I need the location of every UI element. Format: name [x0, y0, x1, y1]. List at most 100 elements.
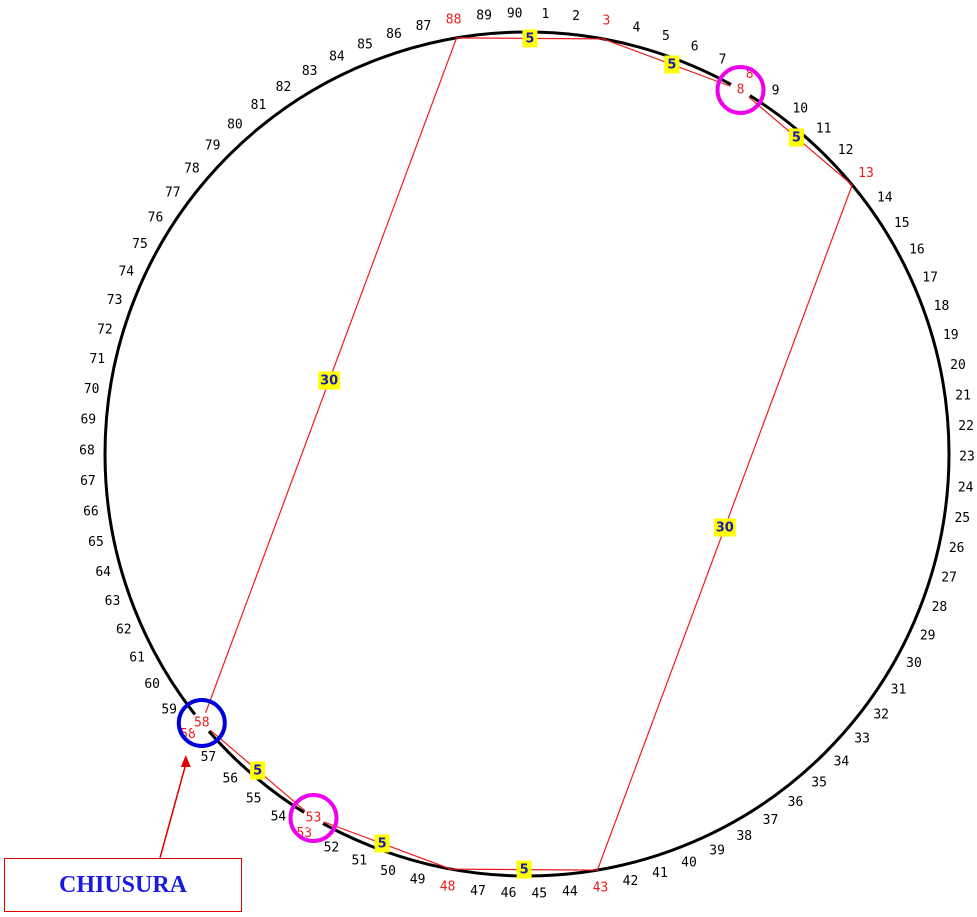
circle-marker-53: [288, 793, 339, 843]
wheel-number-52: 52: [324, 841, 340, 856]
wheel-number-56: 56: [222, 771, 238, 786]
distance-badge-value: 30: [320, 374, 338, 389]
wheel-number-62: 62: [116, 623, 132, 638]
wheel-number-12: 12: [838, 143, 854, 158]
callout-arrow-shaft: [159, 763, 187, 859]
wheel-number-33: 33: [854, 732, 870, 747]
wheel-number-30: 30: [906, 656, 922, 671]
wheel-number-23: 23: [959, 450, 975, 465]
wheel-number-28: 28: [932, 600, 948, 615]
wheel-number-77: 77: [165, 185, 181, 200]
wheel-number-7: 7: [719, 52, 727, 67]
wheel-number-16: 16: [909, 243, 925, 258]
wheel-number-3: 3: [602, 14, 610, 29]
wheel-number-34: 34: [834, 754, 850, 769]
wheel-number-80: 80: [227, 118, 243, 133]
circle-marker-bg: [302, 807, 325, 829]
wheel-number-68: 68: [79, 443, 95, 458]
wheel-ring: [103, 30, 951, 878]
wheel-number-20: 20: [950, 358, 966, 373]
wheel-number-15: 15: [894, 216, 910, 231]
wheel-number-37: 37: [763, 813, 779, 828]
callout-box: CHIUSURA: [4, 858, 242, 912]
wheel-number-70: 70: [84, 382, 100, 397]
wheel-number-9: 9: [772, 84, 780, 99]
wheel-number-10: 10: [792, 102, 808, 117]
distance-badge-bg: [713, 518, 736, 537]
wheel-number-11: 11: [816, 122, 832, 137]
wheel-number-51: 51: [351, 853, 367, 868]
wheel-number-43: 43: [593, 880, 609, 895]
wheel-number-31: 31: [891, 682, 907, 697]
wheel-number-74: 74: [118, 265, 134, 280]
wheel-number-24: 24: [958, 480, 974, 495]
circled-number-8: 8: [737, 83, 745, 98]
circle-marker-bg: [729, 79, 752, 101]
wheel-number-60: 60: [144, 677, 160, 692]
distance-badge: 5: [664, 55, 680, 74]
circle-marker-58: [176, 698, 227, 748]
wheel-number-2: 2: [572, 9, 580, 24]
distance-badge-value: 5: [520, 863, 529, 878]
distance-badge-bg: [788, 128, 804, 147]
wheel-number-19: 19: [943, 328, 959, 343]
wheel-number-42: 42: [623, 874, 639, 889]
wheel-number-79: 79: [205, 139, 221, 154]
distance-badge-value: 5: [525, 31, 534, 46]
wheel-number-81: 81: [251, 98, 267, 113]
wheel-number-61: 61: [129, 650, 145, 665]
wheel-number-4: 4: [632, 20, 640, 35]
distance-badge-bg: [250, 761, 266, 780]
callout-arrow-head: [180, 755, 191, 767]
circled-number-58: 58: [194, 716, 210, 731]
wheel-number-64: 64: [95, 565, 111, 580]
wheel-number-18: 18: [934, 299, 950, 314]
wheel-number-82: 82: [276, 80, 292, 95]
distance-badge-bg: [318, 371, 341, 390]
wheel-number-54: 54: [271, 810, 287, 825]
distance-badge-bg: [664, 55, 680, 74]
wheel-number-48: 48: [440, 879, 456, 894]
wheel-number-63: 63: [105, 594, 121, 609]
wheel-number-88: 88: [446, 13, 462, 28]
wheel-number-84: 84: [329, 50, 345, 65]
wheel-number-22: 22: [958, 419, 974, 434]
wheel-number-44: 44: [562, 884, 578, 899]
distance-badge: 30: [713, 518, 736, 537]
distance-badge-value: 30: [716, 521, 734, 536]
wheel-number-5: 5: [662, 29, 670, 44]
distance-badge-value: 5: [667, 58, 676, 73]
callout-arrow: [159, 755, 191, 859]
distance-badge-value: 5: [253, 764, 262, 779]
wheel-number-39: 39: [709, 843, 725, 858]
wheel-number-49: 49: [410, 873, 426, 888]
wheel-numbers: 1 2 3 4567891011121314151617181920212223242…: [79, 7, 975, 902]
wheel-number-47: 47: [470, 884, 486, 899]
wheel-number-13: 13: [858, 166, 874, 181]
wheel-number-32: 32: [873, 708, 889, 723]
wheel-number-27: 27: [941, 571, 957, 586]
wheel-number-8: 8: [746, 67, 754, 82]
wheel-number-29: 29: [920, 628, 936, 643]
path-line: [201, 37, 853, 871]
wheel-number-76: 76: [148, 211, 164, 226]
wheel-number-21: 21: [955, 388, 971, 403]
wheel-number-6: 6: [691, 40, 699, 55]
circled-number-53: 53: [306, 811, 322, 826]
distance-badge: 5: [516, 860, 532, 879]
connection-path: [201, 37, 853, 871]
wheel-number-69: 69: [80, 413, 96, 428]
wheel-number-67: 67: [80, 474, 96, 489]
wheel-number-71: 71: [89, 352, 105, 367]
circle-marker-8: [715, 65, 766, 115]
wheel-number-72: 72: [97, 322, 113, 337]
wheel-number-1: 1: [541, 7, 549, 22]
wheel-number-57: 57: [201, 750, 217, 765]
distance-badge-bg: [522, 29, 538, 48]
wheel-number-36: 36: [788, 795, 804, 810]
wheel-number-26: 26: [949, 541, 965, 556]
distance-badge-bg: [516, 860, 532, 879]
